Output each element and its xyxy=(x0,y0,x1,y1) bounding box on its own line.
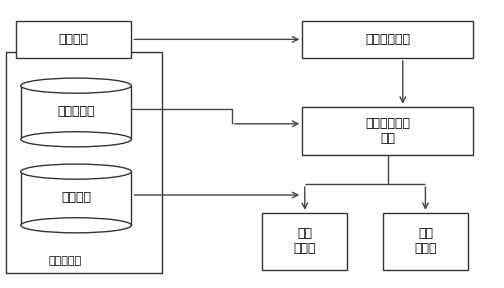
Ellipse shape xyxy=(21,164,132,179)
Bar xyxy=(16,21,132,58)
Text: 车载终端: 车载终端 xyxy=(58,33,89,46)
Text: 调度
客户端: 调度 客户端 xyxy=(293,228,316,255)
Text: 调度
客户端: 调度 客户端 xyxy=(414,228,436,255)
Text: 历史模型库: 历史模型库 xyxy=(57,105,95,118)
Text: 动态发车计算
装置: 动态发车计算 装置 xyxy=(365,117,410,145)
Bar xyxy=(21,86,132,139)
Bar xyxy=(262,213,347,270)
Text: 车辆预测装置: 车辆预测装置 xyxy=(365,33,410,46)
Ellipse shape xyxy=(21,132,132,147)
Bar xyxy=(302,107,473,156)
Ellipse shape xyxy=(21,78,132,93)
Bar xyxy=(6,52,161,273)
Bar xyxy=(21,172,132,225)
Text: 数据存储器: 数据存储器 xyxy=(48,256,82,266)
Bar xyxy=(383,213,468,270)
Ellipse shape xyxy=(21,218,132,233)
Bar xyxy=(302,21,473,58)
Text: 静态数据: 静态数据 xyxy=(61,191,91,204)
